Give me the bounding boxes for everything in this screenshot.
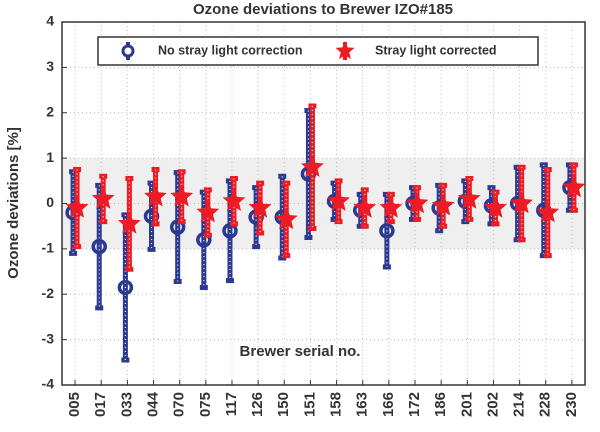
legend-label: Stray light corrected [375,43,497,57]
marker [274,207,298,230]
legend-label: No stray light correction [158,43,302,57]
marker [144,184,167,207]
x-tick-label: 005 [66,392,83,417]
plot-frame [61,21,586,386]
marker [562,175,586,198]
marker [248,196,272,218]
marker [536,200,560,223]
y-tick-label: 3 [46,58,54,74]
marker [222,189,246,211]
x-tick-label: 033 [118,392,135,417]
y-axis-label: Ozone deviations [%] [5,127,22,279]
x-tick-label: 151 [301,392,318,417]
chart-title: Ozone deviations to Brewer IZO#185 [193,1,453,18]
marker [170,184,194,207]
x-tick-label: 126 [249,392,266,417]
marker [431,193,455,216]
x-tick-label: 186 [432,392,449,417]
y-tick-label: -2 [42,285,55,301]
marker [196,200,220,223]
marker [91,187,115,209]
legend-swatch [335,41,355,60]
x-tick-label: 214 [511,391,528,417]
y-tick-label: 4 [46,13,54,29]
x-tick-label: 150 [275,392,292,417]
legend-swatch [121,44,135,58]
y-tick-label: 2 [46,103,54,119]
x-tick-label: 202 [484,392,501,417]
x-tick-label: 117 [223,392,240,416]
marker [379,196,403,218]
y-tick-label: 0 [46,194,54,210]
marker [65,196,89,218]
x-tick-label: 230 [563,392,580,417]
marker [457,187,481,209]
legend-box [97,36,539,66]
y-tick-label: -4 [42,376,55,392]
marker [118,211,141,234]
x-tick-label: 166 [380,392,397,417]
x-tick-label: 044 [144,391,161,417]
marker [301,155,324,177]
marker [353,196,377,218]
x-tick-label: 228 [537,392,554,417]
marker [405,191,429,214]
x-tick-label: 017 [92,392,109,417]
y-tick-label: -1 [42,240,55,256]
y-tick-label: 1 [46,149,54,165]
marker [484,196,507,218]
marker [117,279,134,296]
x-tick-label: 075 [197,392,214,417]
marker [379,222,395,239]
marker [91,238,107,255]
x-tick-label: 201 [458,392,475,417]
marker [327,189,350,211]
x-tick-label: 163 [354,392,371,417]
x-axis-label: Brewer serial no. [240,343,361,360]
x-tick-label: 070 [171,392,188,417]
x-tick-label: 158 [328,392,345,417]
marker [510,191,533,214]
y-tick-label: -3 [42,330,55,346]
x-tick-label: 172 [406,392,423,417]
